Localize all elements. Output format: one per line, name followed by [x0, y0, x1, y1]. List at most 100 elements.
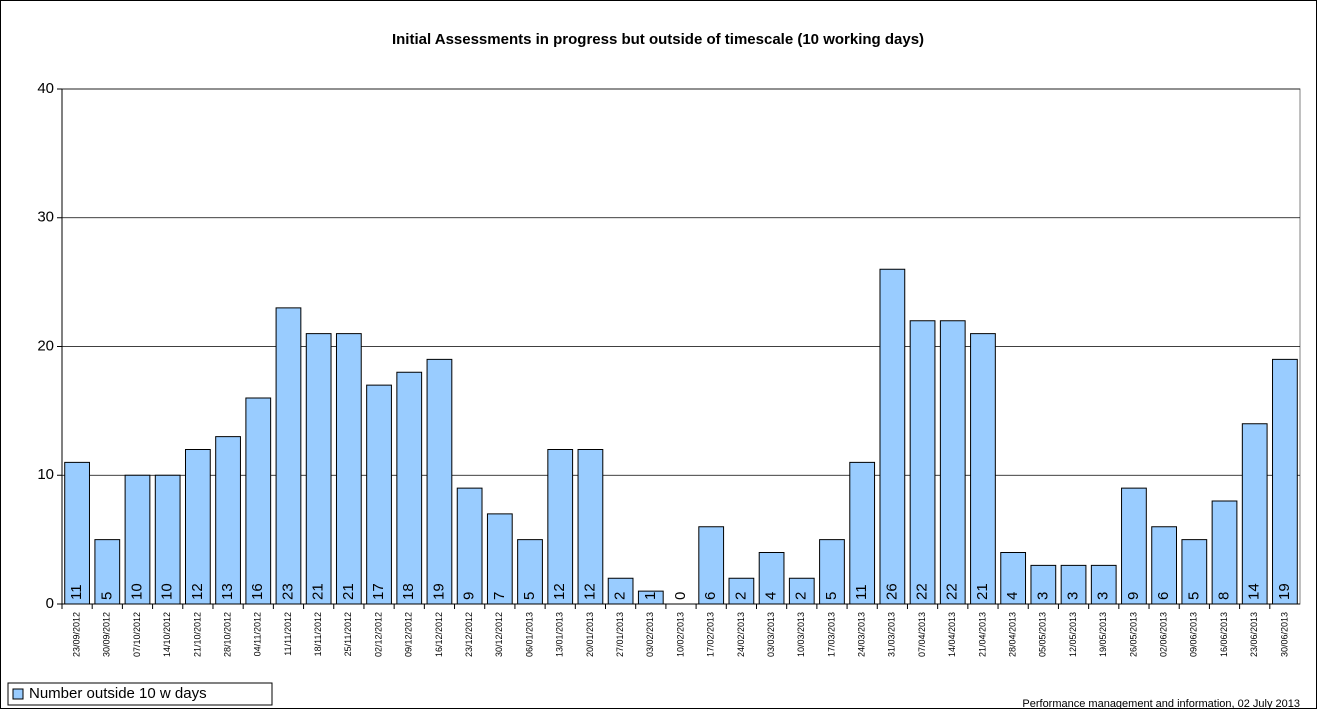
x-tick-label: 09/12/2012 — [404, 612, 414, 657]
data-label: 19 — [1276, 583, 1293, 600]
x-tick-label: 17/02/2013 — [706, 612, 716, 657]
x-tick-label: 10/03/2013 — [796, 612, 806, 657]
bar — [366, 384, 392, 605]
data-label: 12 — [551, 583, 568, 600]
x-tick-label: 23/06/2013 — [1249, 612, 1259, 657]
bar — [728, 577, 755, 605]
bar — [124, 474, 151, 605]
data-label: 19 — [430, 583, 447, 600]
x-tick-label: 13/01/2013 — [555, 612, 565, 657]
data-label: 18 — [400, 583, 417, 600]
data-label: 16 — [249, 583, 266, 600]
x-tick-label: 21/10/2012 — [192, 612, 202, 657]
bar — [305, 333, 332, 605]
bar — [1211, 500, 1238, 605]
x-tick-label: 04/11/2012 — [253, 612, 263, 656]
x-tick-label: 14/10/2012 — [162, 612, 172, 657]
x-tick-label: 21/04/2013 — [977, 612, 987, 657]
bar — [698, 526, 725, 605]
data-label: 3 — [1095, 592, 1112, 600]
data-label: 22 — [914, 583, 931, 600]
data-label: 3 — [1034, 592, 1051, 600]
y-tick-label: 0 — [46, 595, 54, 612]
legend-label: Number outside 10 w days — [29, 685, 207, 702]
data-label: 6 — [1155, 592, 1172, 600]
bar — [396, 371, 423, 605]
x-tick-label: 30/09/2012 — [102, 612, 112, 657]
bar — [275, 307, 302, 605]
data-label: 22 — [944, 583, 961, 600]
data-label: 8 — [1215, 592, 1232, 600]
bar — [335, 333, 362, 605]
bar — [1121, 487, 1147, 605]
x-tick-label: 19/05/2013 — [1098, 612, 1108, 657]
x-tick-label: 27/01/2013 — [615, 612, 625, 657]
data-label: 7 — [491, 592, 508, 600]
bar — [607, 577, 634, 605]
bar — [1272, 358, 1298, 605]
x-tick-label: 06/01/2013 — [524, 612, 534, 657]
x-tick-label: 16/12/2012 — [434, 612, 444, 657]
data-label: 12 — [581, 583, 598, 600]
x-tick-label: 31/03/2013 — [887, 612, 897, 657]
footer: Performance management and information, … — [1022, 698, 1300, 709]
bar — [64, 461, 90, 605]
data-label: 9 — [461, 592, 478, 600]
x-tick-label: 28/10/2012 — [222, 612, 232, 657]
x-tick-label: 03/03/2013 — [766, 612, 776, 657]
bar — [1181, 539, 1208, 605]
x-tick-label: 16/06/2013 — [1219, 612, 1229, 657]
x-tick-label: 30/06/2013 — [1279, 612, 1289, 657]
bar — [184, 449, 211, 605]
x-tick-label: 07/04/2013 — [917, 612, 927, 657]
x-tick-label: 28/04/2013 — [1008, 612, 1018, 657]
data-label: 2 — [793, 592, 810, 600]
data-label: 21 — [974, 583, 991, 600]
legend-box — [7, 682, 273, 706]
data-label: 2 — [732, 592, 749, 600]
bar — [154, 474, 181, 605]
bar — [1030, 564, 1057, 605]
bar — [637, 590, 664, 605]
bar — [879, 268, 906, 605]
x-tick-label: 18/11/2012 — [313, 612, 323, 656]
data-label: 3 — [1065, 592, 1082, 600]
bar — [788, 577, 815, 605]
x-tick-label: 23/09/2012 — [71, 612, 81, 657]
bar — [456, 487, 483, 605]
bar — [1000, 552, 1027, 605]
data-label: 11 — [68, 584, 85, 600]
bar — [486, 513, 513, 605]
bar — [547, 449, 574, 605]
bar — [939, 320, 966, 605]
data-label: 17 — [370, 583, 387, 600]
bar — [909, 320, 936, 605]
data-label: 0 — [672, 592, 689, 600]
bar — [1090, 564, 1117, 605]
x-tick-label: 09/06/2013 — [1189, 612, 1199, 657]
y-tick-label: 20 — [37, 337, 54, 354]
x-tick-label: 24/03/2013 — [857, 612, 867, 657]
bar — [517, 539, 543, 605]
data-label: 12 — [189, 583, 206, 600]
data-label: 5 — [823, 592, 840, 600]
data-label: 13 — [219, 583, 236, 600]
bar — [970, 333, 996, 605]
x-tick-label: 14/04/2013 — [947, 612, 957, 657]
data-label: 23 — [279, 583, 296, 600]
x-tick-label: 07/10/2012 — [132, 612, 142, 657]
bar — [758, 552, 785, 605]
x-tick-label: 05/05/2013 — [1038, 612, 1048, 657]
x-tick-label: 10/02/2013 — [675, 612, 685, 657]
data-label: 21 — [340, 583, 357, 600]
data-label: 2 — [612, 592, 629, 600]
x-tick-label: 25/11/2012 — [343, 612, 353, 656]
data-label: 10 — [128, 583, 145, 600]
x-tick-label: 02/12/2012 — [373, 612, 383, 657]
y-tick-label: 10 — [37, 466, 54, 483]
x-tick-label: 23/12/2012 — [464, 612, 474, 657]
x-tick-label: 12/05/2013 — [1068, 612, 1078, 657]
bar — [1241, 423, 1268, 605]
x-tick-label: 11/11/2012 — [283, 612, 293, 656]
